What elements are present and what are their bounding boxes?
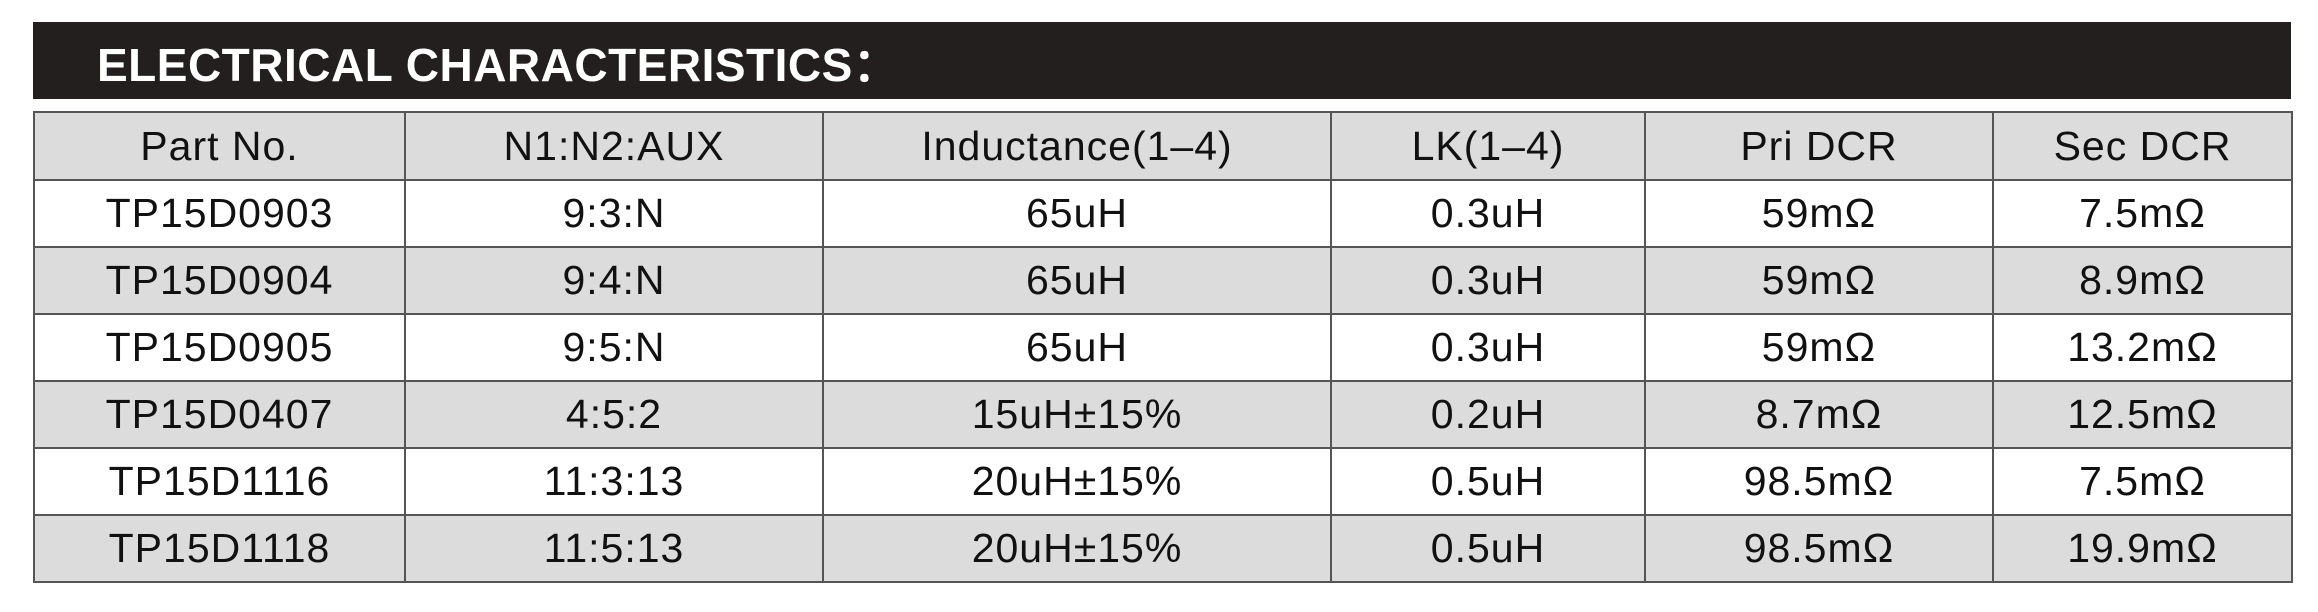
table-cell: TP15D0905 — [33, 313, 406, 382]
table-cell: 0.3uH — [1330, 313, 1646, 382]
table-cell: 0.3uH — [1330, 179, 1646, 248]
header-row: Part No. N1:N2:AUX Inductance(1–4) LK(1–4) P… — [33, 111, 2293, 181]
table-cell: TP15D0904 — [33, 246, 406, 315]
title: ELECTRICAL CHARACTERISTICS： — [97, 39, 900, 91]
table-cell: 11:5:13 — [404, 514, 824, 583]
column-header: Inductance(1–4) — [822, 111, 1332, 181]
table-cell: 7.5mΩ — [1992, 179, 2293, 248]
title-bar: ELECTRICAL CHARACTERISTICS： — [33, 22, 2291, 99]
column-header: Pri DCR — [1644, 111, 1994, 181]
table-cell: 59mΩ — [1644, 313, 1994, 382]
table-cell: 20uH±15% — [822, 447, 1332, 516]
table-cell: 13.2mΩ — [1992, 313, 2293, 382]
table-cell: 11:3:13 — [404, 447, 824, 516]
table-cell: 0.3uH — [1330, 246, 1646, 315]
column-header: Sec DCR — [1992, 111, 2293, 181]
column-header: LK(1–4) — [1330, 111, 1646, 181]
table-cell: 0.2uH — [1330, 380, 1646, 449]
table-row: TP15D1118 11:5:13 20uH±15% 0.5uH 98.5mΩ 19.9m… — [33, 514, 2293, 583]
table-row: TP15D0905 9:5:N 65uH 0.3uH 59mΩ 13.2mΩ — [33, 313, 2293, 382]
table-cell: 7.5mΩ — [1992, 447, 2293, 516]
characteristics-table: Part No. N1:N2:AUX Inductance(1–4) LK(1–4) P… — [33, 111, 2293, 583]
table-row: TP15D1116 11:3:13 20uH±15% 0.5uH 98.5mΩ 7.5mΩ — [33, 447, 2293, 516]
table-cell: 65uH — [822, 179, 1332, 248]
table-cell: TP15D0903 — [33, 179, 406, 248]
table-cell: 20uH±15% — [822, 514, 1332, 583]
table-cell: 0.5uH — [1330, 514, 1646, 583]
table-cell: 0.5uH — [1330, 447, 1646, 516]
table-row: TP15D0904 9:4:N 65uH 0.3uH 59mΩ 8.9mΩ — [33, 246, 2293, 315]
table-cell: TP15D0407 — [33, 380, 406, 449]
column-header: Part No. — [33, 111, 406, 181]
table-cell: 12.5mΩ — [1992, 380, 2293, 449]
table-row: TP15D0407 4:5:2 15uH±15% 0.2uH 8.7mΩ 12.5mΩ — [33, 380, 2293, 449]
table-cell: 19.9mΩ — [1992, 514, 2293, 583]
table-cell: 65uH — [822, 246, 1332, 315]
table-cell: 65uH — [822, 313, 1332, 382]
table-row: TP15D0903 9:3:N 65uH 0.3uH 59mΩ 7.5mΩ — [33, 179, 2293, 248]
table-cell: 98.5mΩ — [1644, 514, 1994, 583]
table-cell: 59mΩ — [1644, 179, 1994, 248]
table-cell: 4:5:2 — [404, 380, 824, 449]
table-cell: 8.9mΩ — [1992, 246, 2293, 315]
table-cell: 59mΩ — [1644, 246, 1994, 315]
table-cell: TP15D1116 — [33, 447, 406, 516]
table-cell: 9:5:N — [404, 313, 824, 382]
table-cell: 8.7mΩ — [1644, 380, 1994, 449]
column-header: N1:N2:AUX — [404, 111, 824, 181]
table-cell: TP15D1118 — [33, 514, 406, 583]
table-cell: 9:3:N — [404, 179, 824, 248]
table-cell: 15uH±15% — [822, 380, 1332, 449]
table-cell: 9:4:N — [404, 246, 824, 315]
table-cell: 98.5mΩ — [1644, 447, 1994, 516]
